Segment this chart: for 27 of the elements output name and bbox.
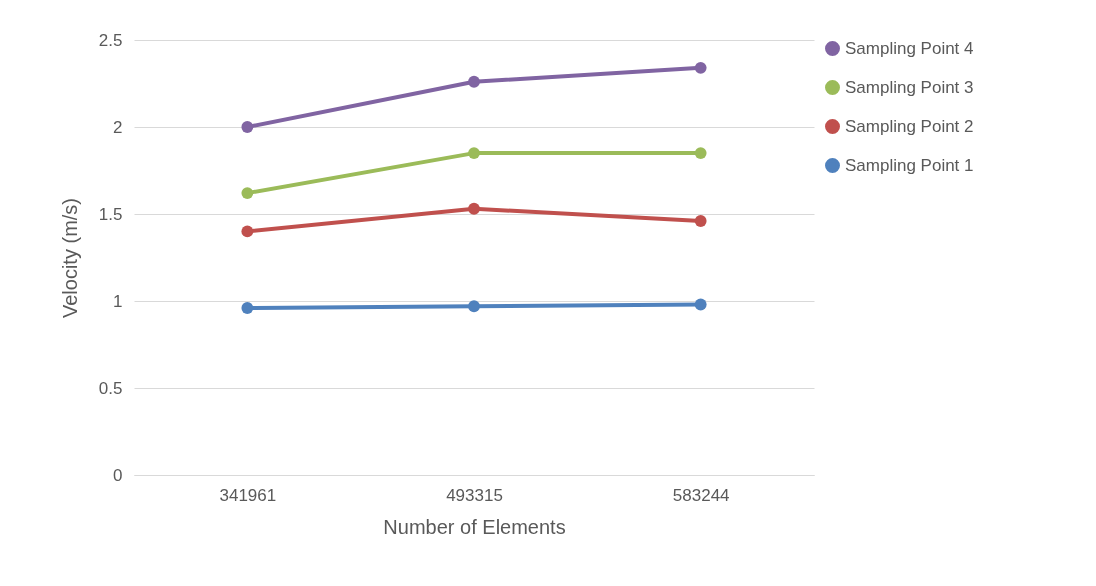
point [241, 302, 254, 314]
point [241, 187, 254, 200]
y-axis-title: Velocity (m/s) [58, 197, 81, 319]
x-tick-label: 493315 [446, 485, 503, 505]
point [468, 75, 480, 88]
point [694, 215, 707, 227]
y-tick-label: 1 [113, 291, 123, 311]
y-tick-label: 1.5 [98, 204, 123, 224]
x-tick-label: 341961 [219, 485, 277, 505]
point [241, 225, 254, 238]
legend-label: Sampling Point 4 [845, 38, 974, 58]
point [241, 121, 254, 133]
x-axis-title: Number of Elements [383, 515, 566, 538]
y-tick-label: 0.5 [98, 378, 123, 398]
point [694, 61, 707, 74]
legend-label: Sampling Point 3 [845, 77, 974, 97]
point [468, 147, 480, 159]
y-tick-label: 2 [113, 117, 123, 137]
legend-label: Sampling Point 1 [845, 155, 974, 175]
point [694, 147, 707, 159]
point [468, 300, 480, 313]
point [468, 202, 480, 215]
y-tick-label: 2.5 [98, 30, 123, 50]
y-tick-label: 0 [113, 465, 123, 485]
x-tick-label: 583244 [672, 485, 730, 505]
point [694, 298, 707, 311]
legend-label: Sampling Point 2 [845, 116, 974, 136]
